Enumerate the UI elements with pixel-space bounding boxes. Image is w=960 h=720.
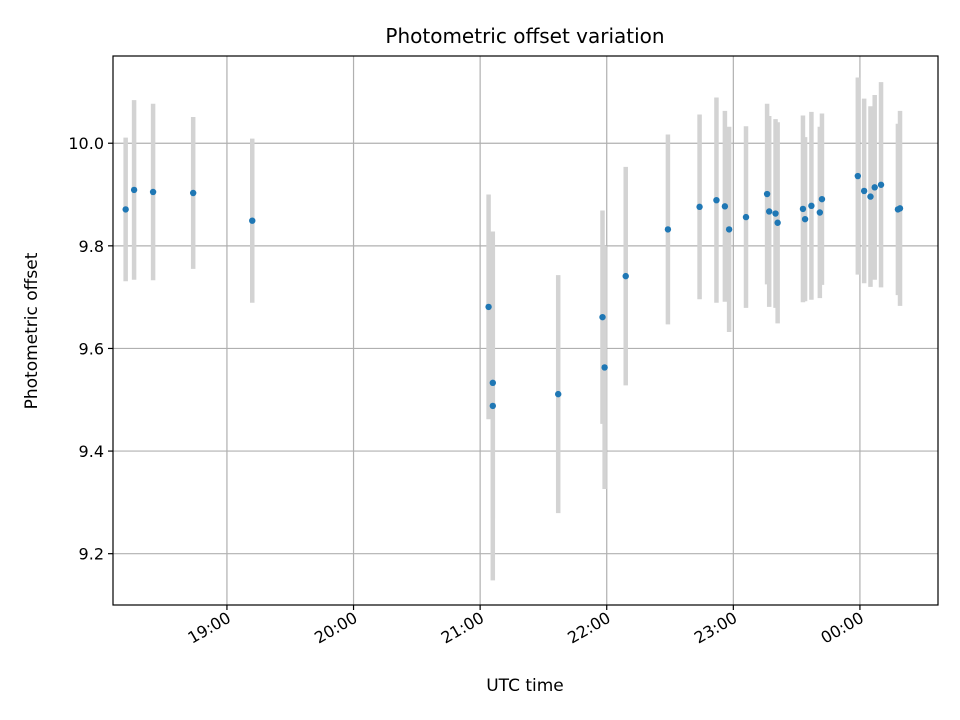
data-point <box>816 209 824 216</box>
data-point <box>721 203 729 210</box>
data-point <box>766 208 773 215</box>
data-point <box>122 206 129 213</box>
plot-frame <box>112 55 939 606</box>
y-tick-label: 10.0 <box>68 134 104 153</box>
data-point <box>742 213 750 221</box>
data-point <box>860 187 868 195</box>
chart-title: Photometric offset variation <box>385 24 664 48</box>
y-tick-label: 9.2 <box>79 545 104 564</box>
data-point <box>189 189 197 197</box>
data-point <box>774 219 781 226</box>
data-point <box>772 210 779 217</box>
data-point <box>664 226 672 233</box>
data-points <box>122 172 904 410</box>
data-point <box>601 364 608 371</box>
data-point <box>871 184 878 191</box>
data-point <box>485 303 492 311</box>
data-point <box>801 215 809 223</box>
data-point <box>818 195 826 203</box>
y-axis-title: Photometric offset <box>22 252 42 409</box>
data-point <box>877 181 885 188</box>
data-point <box>555 390 562 398</box>
data-point <box>599 313 606 321</box>
x-axis-title: UTC time <box>486 676 564 696</box>
y-axis-ticks: 9.2 9.4 9.6 9.8 10.0 <box>68 134 113 564</box>
data-point <box>149 188 157 196</box>
data-point <box>696 203 703 211</box>
data-point <box>896 205 904 212</box>
data-point <box>249 217 256 224</box>
data-point <box>799 205 807 213</box>
data-point <box>130 186 138 194</box>
data-point <box>622 272 629 280</box>
y-tick-label: 9.8 <box>79 237 104 256</box>
data-point <box>867 193 874 200</box>
data-point <box>489 379 496 387</box>
grid <box>113 56 938 605</box>
data-point <box>763 190 771 198</box>
data-point <box>808 202 815 210</box>
data-point <box>854 172 862 180</box>
y-tick-label: 9.6 <box>79 339 104 358</box>
y-tick-label: 9.4 <box>79 442 104 461</box>
data-point <box>713 196 720 204</box>
data-point <box>489 402 496 410</box>
data-point <box>725 226 733 233</box>
